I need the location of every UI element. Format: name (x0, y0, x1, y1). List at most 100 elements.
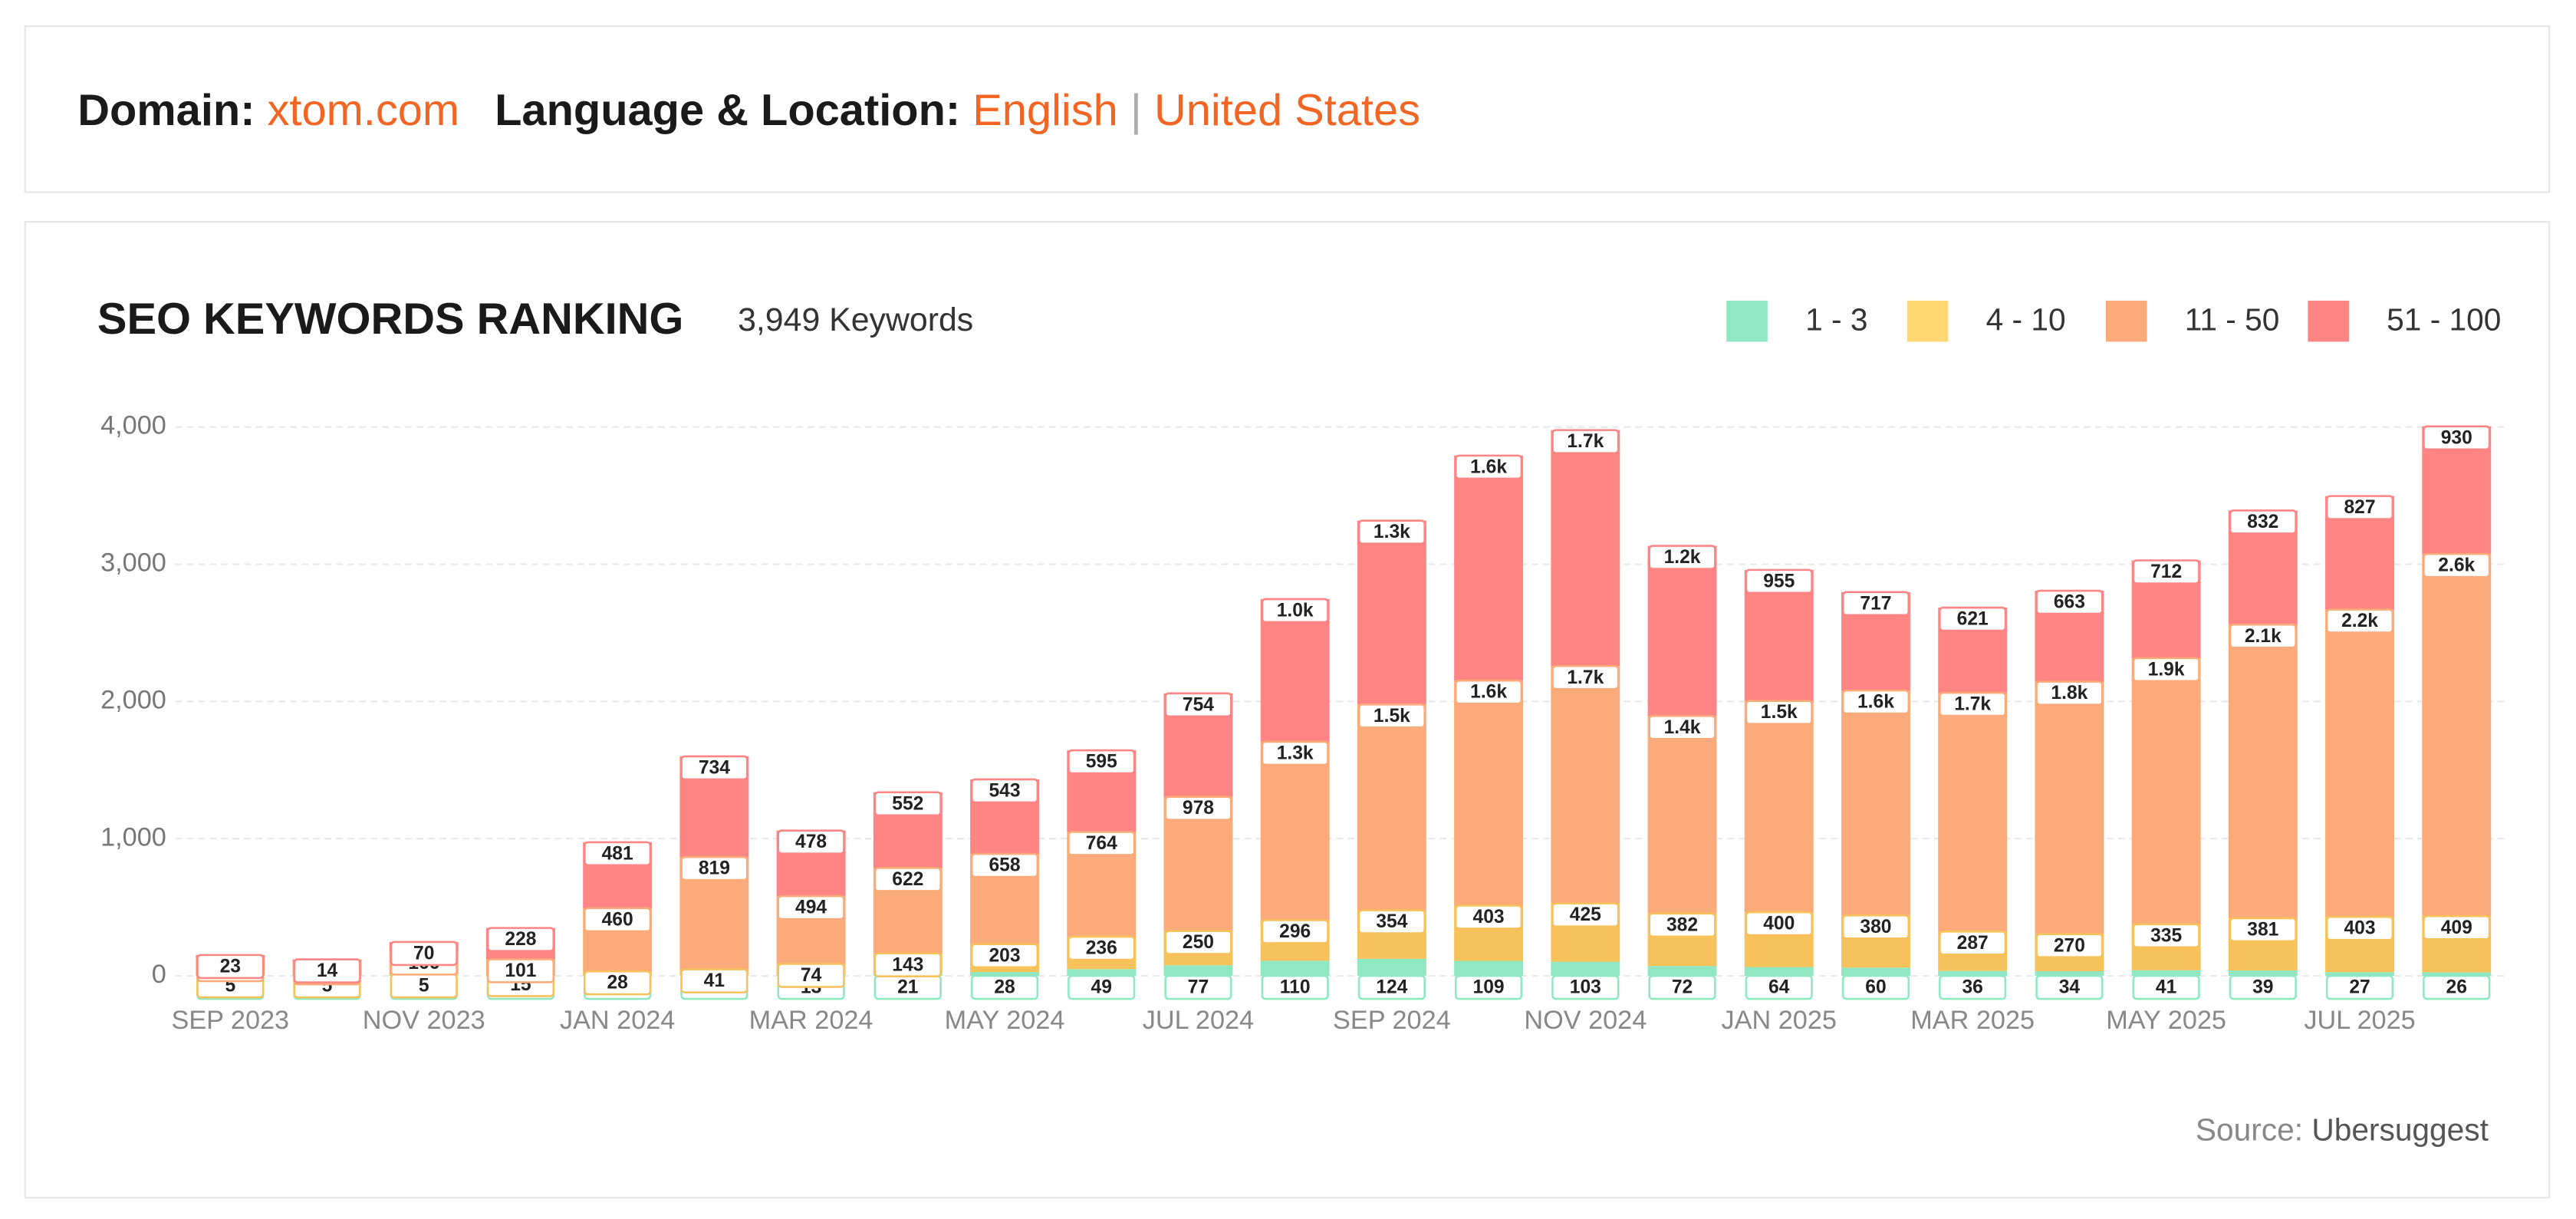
data-label-box (680, 855, 748, 881)
data-label: 403 (2344, 918, 2376, 939)
bar-segment (1551, 961, 1620, 977)
data-label: 287 (1957, 933, 1989, 954)
data-label-box (2325, 608, 2394, 634)
data-label-box (1068, 935, 1136, 961)
data-label-box (1745, 974, 1813, 1000)
data-label: 103 (1570, 977, 1601, 998)
data-label-box (1939, 931, 2007, 956)
x-tick-label: MAR 2024 (749, 1006, 873, 1035)
data-label: 236 (1086, 938, 1117, 959)
data-label-box (680, 968, 748, 993)
data-label-box (1357, 974, 1426, 1000)
data-label: 832 (2247, 512, 2278, 532)
bar-segment (2228, 624, 2298, 918)
data-label-box (2229, 917, 2297, 943)
data-label: 110 (1280, 977, 1311, 998)
data-label-box (1164, 974, 1232, 1000)
data-label-box (1551, 974, 1620, 1000)
data-label: 1.6k (1470, 456, 1507, 477)
data-label: 27 (2349, 977, 2370, 998)
data-label: 382 (1666, 914, 1698, 935)
data-label: 380 (1860, 917, 1891, 937)
chart-title: SEO KEYWORDS RANKING (97, 295, 683, 344)
bar-segment (1744, 700, 1814, 913)
data-label-box (1068, 749, 1136, 775)
language: English (972, 86, 1118, 135)
bar-segment (2422, 972, 2492, 977)
data-label-box (1841, 689, 1910, 715)
bar-segment (1163, 965, 1233, 977)
data-label-box (2423, 914, 2491, 941)
bar-segment (2035, 970, 2104, 977)
data-label-box (1454, 974, 1523, 1000)
bar-segment (1841, 690, 1910, 916)
y-tick-label: 2,000 (100, 685, 166, 714)
data-label-box (1261, 598, 1329, 624)
domain-label: Domain: (77, 86, 255, 135)
data-label-box (1164, 692, 1232, 718)
data-label: 250 (1183, 932, 1214, 953)
data-label: 827 (2344, 497, 2376, 518)
data-label-box (1939, 691, 2007, 717)
data-label: 74 (801, 965, 822, 986)
data-label-box (196, 954, 265, 980)
data-label-box (1648, 545, 1716, 570)
bar-segment (1744, 967, 1814, 977)
data-label: 228 (505, 929, 536, 950)
data-label-box (1454, 904, 1523, 930)
data-label: 425 (1570, 904, 1601, 925)
data-label: 1.9k (2148, 659, 2185, 680)
data-label-box (1164, 930, 1232, 955)
data-label: 335 (2150, 925, 2182, 946)
data-label: 270 (2054, 935, 2085, 956)
data-label: 595 (1086, 752, 1117, 773)
data-label: 1.8k (2051, 683, 2087, 703)
bar-segment (2131, 970, 2201, 977)
bar-segment (1357, 958, 1426, 977)
data-label: 478 (795, 832, 827, 852)
data-label: 955 (1763, 571, 1795, 591)
data-label-box (2132, 974, 2200, 1000)
data-label: 34 (2059, 977, 2081, 998)
data-label: 23 (220, 956, 241, 977)
bar-segment (2325, 609, 2395, 918)
y-tick-label: 3,000 (100, 549, 166, 578)
data-label: 1.3k (1277, 743, 1314, 764)
data-label-box (1357, 703, 1426, 729)
data-label-box (970, 852, 1039, 878)
legend-swatch (2105, 300, 2147, 342)
data-label: 764 (1086, 833, 1117, 854)
bar-segment (1454, 960, 1524, 977)
data-label-box (1551, 664, 1620, 690)
legend-swatch (1907, 300, 1949, 342)
data-label: 1.7k (1567, 431, 1604, 452)
x-tick-label: NOV 2023 (363, 1006, 485, 1035)
y-tick-label: 1,000 (100, 822, 166, 852)
data-label: 409 (2441, 918, 2472, 938)
data-label: 28 (994, 977, 1015, 998)
x-tick-label: SEP 2024 (1333, 1006, 1451, 1035)
bar-segment (2228, 970, 2298, 977)
data-label-box (1939, 606, 2007, 632)
data-label: 14 (317, 960, 338, 981)
data-label: 1.3k (1374, 522, 1410, 542)
bar-segment (1938, 970, 2008, 977)
data-label: 296 (1279, 921, 1311, 942)
legend-swatch (1726, 300, 1768, 342)
legend-swatch (2308, 300, 2349, 342)
x-tick-label: SEP 2023 (171, 1006, 289, 1035)
x-tick-label: JUL 2024 (1143, 1006, 1254, 1035)
data-label: 49 (1091, 977, 1112, 998)
data-label-box (970, 778, 1039, 804)
bar-segment (1551, 430, 1620, 667)
data-label-box (2035, 680, 2104, 706)
data-label: 552 (892, 793, 923, 814)
bar-segment (2035, 681, 2104, 934)
data-label-box (1939, 974, 2007, 1000)
data-label: 41 (2156, 977, 2176, 998)
data-label: 621 (1957, 609, 1989, 630)
data-label: 658 (989, 855, 1020, 876)
data-label-box (2229, 623, 2297, 649)
